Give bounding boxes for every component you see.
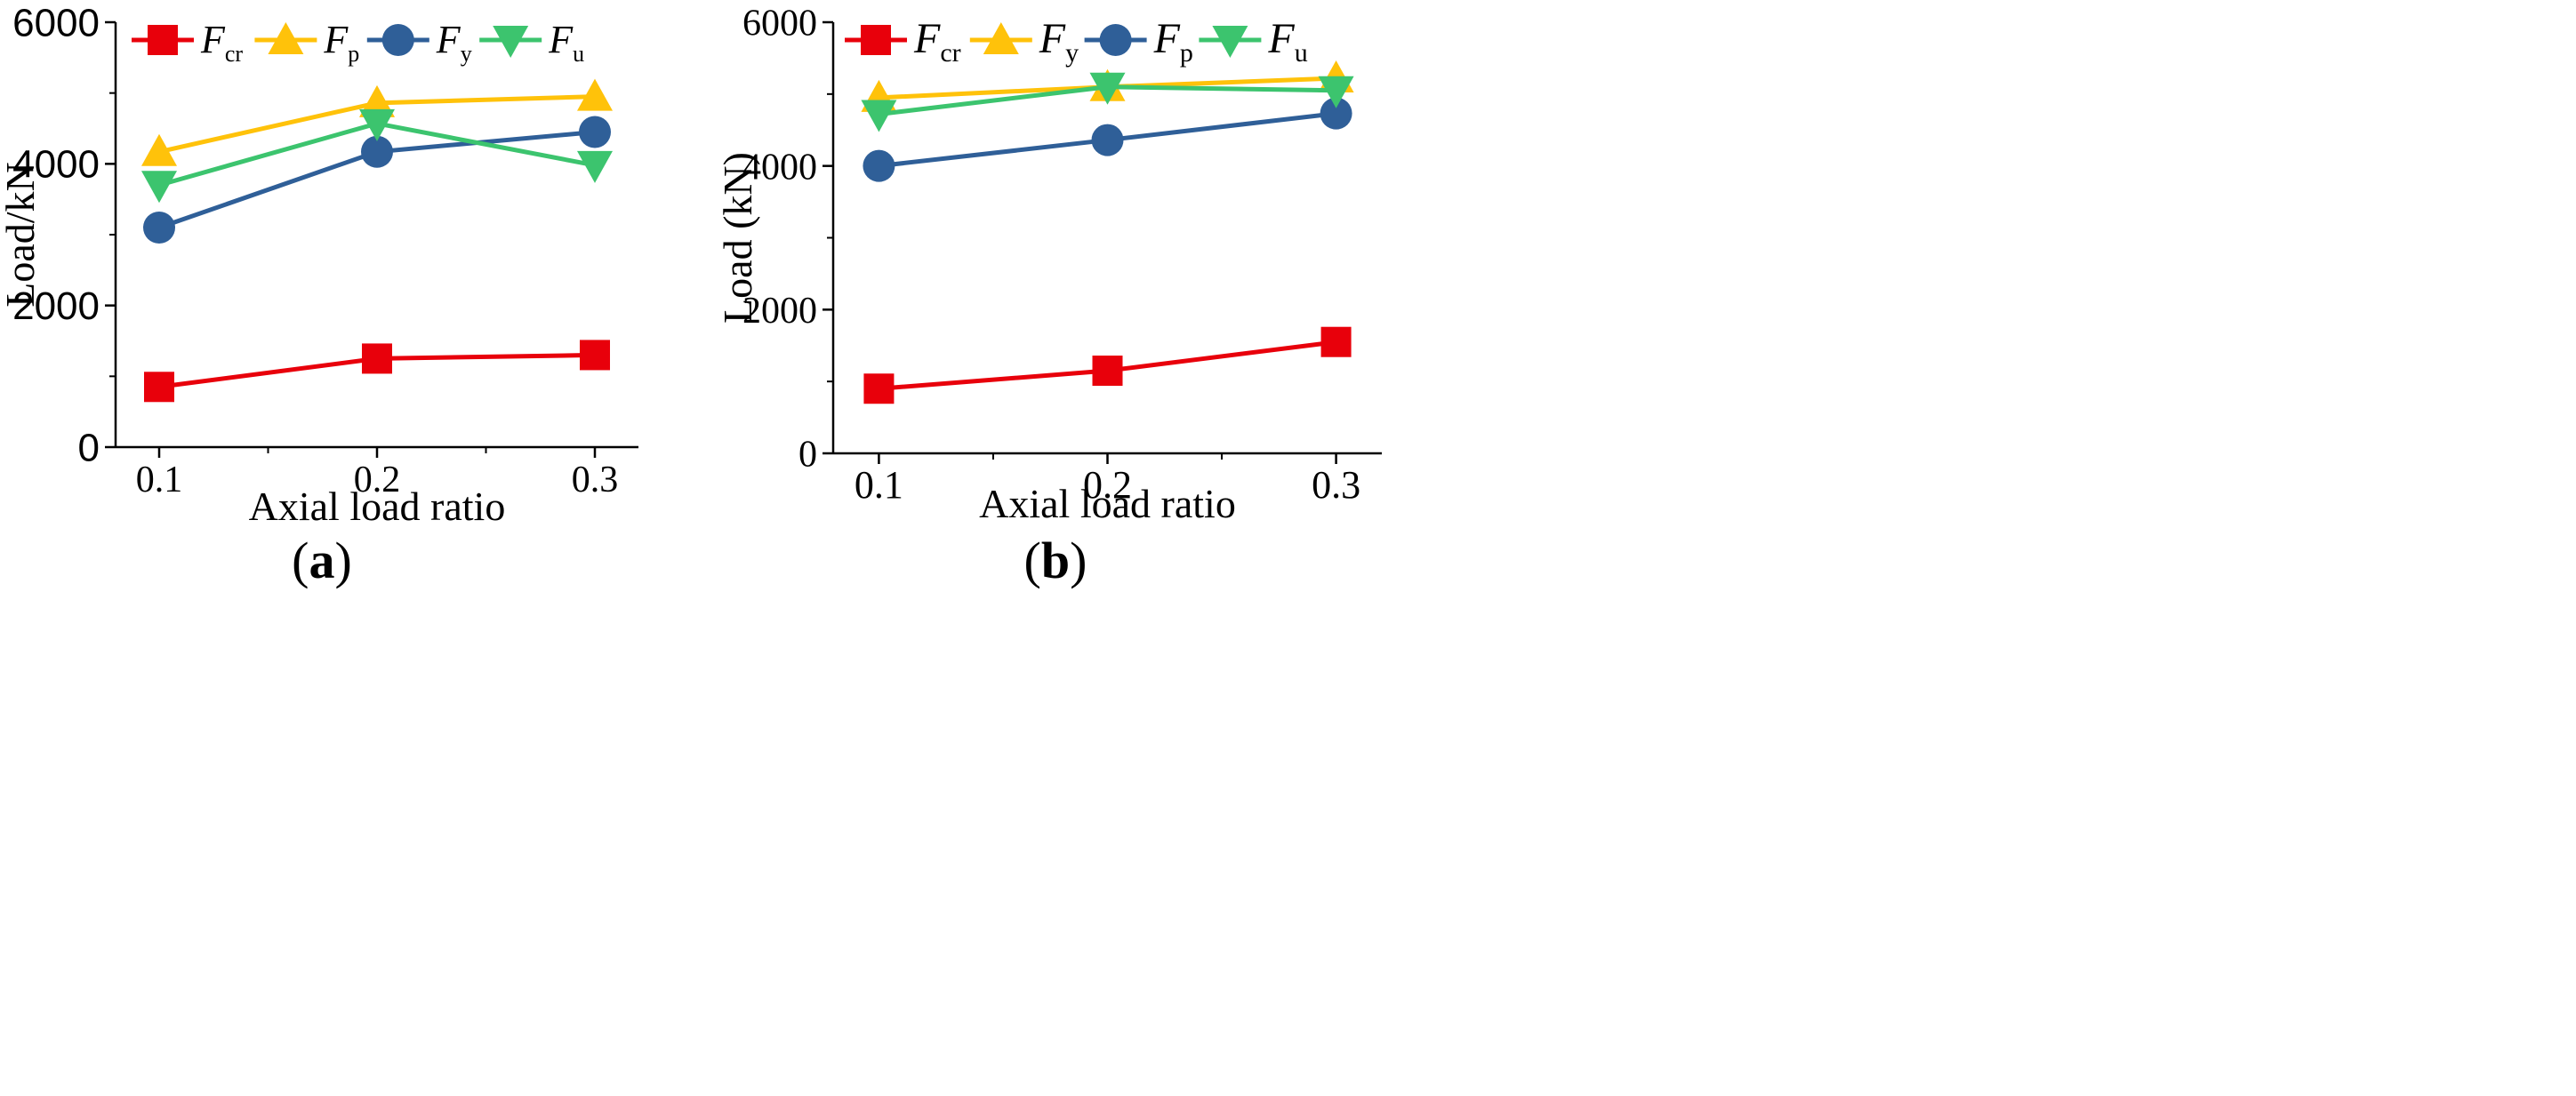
- panel-a-x-axis-label: Axial load ratio: [249, 484, 506, 529]
- x-tick-label: 0.2: [1083, 463, 1132, 507]
- legend-item-Fy: Fy: [366, 18, 472, 67]
- data-point-Fcr: [144, 372, 174, 403]
- data-point-Fu: [577, 150, 613, 183]
- data-point-Fy: [1091, 124, 1124, 156]
- legend-label: Fcr: [913, 15, 961, 68]
- legend-item-Fp: Fp: [254, 18, 359, 67]
- y-tick-label: 0: [798, 435, 817, 476]
- panel-a-label: (a): [292, 532, 352, 589]
- y-tick-label: 2000: [742, 291, 817, 332]
- legend-label: Fu: [1267, 15, 1307, 68]
- legend-label: Fy: [1039, 15, 1079, 68]
- panel-a-y-axis-label: Load/kN: [0, 162, 43, 308]
- legend-marker: [381, 24, 414, 56]
- data-point-Fcr: [1320, 326, 1352, 357]
- legend-label: Fp: [323, 18, 359, 67]
- legend-item-Fcr: Fcr: [132, 18, 243, 67]
- x-tick-label: 0.3: [1312, 463, 1360, 507]
- data-point-Fp: [359, 84, 395, 117]
- data-point-Fy: [579, 116, 611, 148]
- panel-b-axes: 0 2000 4000 6000 0.1 0.2 0.3: [742, 4, 1382, 507]
- legend-marker: [268, 22, 304, 54]
- panel-b-legend: Fcr Fy Fp Fu: [845, 15, 1308, 68]
- legend-marker: [861, 25, 891, 55]
- data-point-Fcr: [580, 340, 610, 371]
- data-point-Fu: [359, 108, 395, 141]
- data-point-Fu: [1318, 76, 1354, 108]
- x-tick-label: 0.2: [354, 460, 401, 500]
- panel-b-series: [861, 60, 1354, 404]
- legend-label: Fcr: [200, 18, 243, 67]
- data-point-Fu: [861, 100, 897, 132]
- panel-a-chart: 0 2000 4000 6000 0.1 0.2 0.3 Fcr Fp Fy Fu Axial l…: [0, 1, 638, 589]
- panel-b-y-axis-label: Load (kN): [715, 152, 760, 324]
- legend-marker: [493, 26, 529, 58]
- y-tick-label: 4000: [12, 143, 100, 187]
- y-tick-label: 4000: [742, 147, 817, 188]
- legend-marker: [1212, 26, 1248, 58]
- legend-label: Fu: [548, 18, 584, 67]
- data-point-Fp: [577, 78, 613, 111]
- legend-item-Fp: Fy: [969, 15, 1079, 68]
- data-point-Fcr: [1092, 356, 1123, 387]
- legend-label: Fp: [1153, 15, 1193, 68]
- data-point-Fcr: [863, 373, 895, 404]
- panel-b-label: (b): [1024, 532, 1087, 589]
- legend-item-Fy: Fp: [1084, 15, 1193, 68]
- data-point-Fy: [863, 149, 895, 182]
- legend-label: Fy: [436, 18, 472, 67]
- x-tick-label: 0.3: [572, 460, 619, 500]
- legend-marker: [148, 25, 178, 55]
- legend-item-Fu: Fu: [1199, 15, 1308, 68]
- y-tick-label: 6000: [742, 4, 817, 44]
- legend-marker: [1099, 24, 1132, 56]
- data-point-Fu: [141, 171, 177, 204]
- data-point-Fy: [1320, 97, 1352, 130]
- legend-item-Fu: Fu: [479, 18, 584, 67]
- y-tick-label: 6000: [12, 1, 100, 44]
- y-tick-label: 2000: [12, 284, 100, 328]
- x-tick-label: 0.1: [855, 463, 903, 507]
- panel-a-series: [141, 78, 613, 403]
- data-point-Fy: [361, 135, 393, 168]
- panel-a-legend: Fcr Fp Fy Fu: [132, 18, 584, 67]
- data-point-Fp: [141, 133, 177, 166]
- panel-b-x-axis-label: Axial load ratio: [979, 481, 1236, 526]
- x-tick-label: 0.1: [136, 460, 183, 500]
- panel-b-chart: 0 2000 4000 6000 0.1 0.2 0.3 Fcr Fy Fp Fu Axial l…: [715, 4, 1382, 589]
- data-point-Fy: [143, 212, 175, 244]
- legend-item-Fcr: Fcr: [845, 15, 961, 68]
- data-point-Fcr: [362, 343, 392, 374]
- data-point-Fu: [1089, 72, 1126, 105]
- y-tick-label: 0: [78, 426, 100, 469]
- panel-a-axes: 0 2000 4000 6000 0.1 0.2 0.3: [12, 1, 638, 500]
- legend-marker: [983, 22, 1019, 54]
